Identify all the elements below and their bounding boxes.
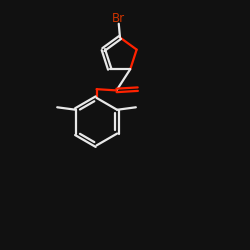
Text: Br: Br	[112, 12, 125, 25]
